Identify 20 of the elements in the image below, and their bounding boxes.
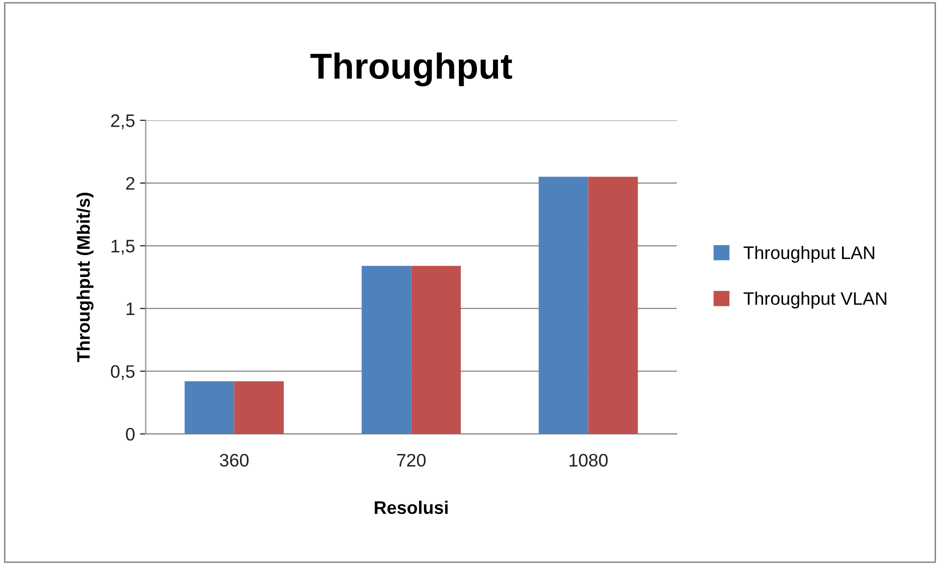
y-tick-label: 0,5 (110, 365, 135, 380)
bar (588, 176, 638, 434)
y-tick-label: 1 (126, 302, 134, 316)
y-tick-label: 1,5 (112, 240, 135, 255)
bar (538, 176, 588, 434)
y-tick-label: 2 (126, 176, 134, 190)
bar (184, 381, 234, 434)
y-tick-label: 2,5 (111, 114, 135, 130)
bar (362, 266, 412, 434)
y-axis-title: Throughput (Mbit/s) (76, 192, 94, 362)
chart-title: Throughput (310, 52, 512, 86)
legend-label: Throughput LAN (744, 246, 874, 263)
y-tick-label: 0 (126, 428, 135, 441)
x-tick-label: 1080 (570, 454, 608, 467)
x-tick-label: 720 (397, 454, 426, 467)
bar (411, 266, 461, 434)
bar (234, 381, 284, 434)
x-axis-title: Resolusi (374, 500, 448, 514)
x-tick-label: 360 (220, 454, 249, 467)
legend-label: Throughput VLAN (744, 292, 886, 309)
